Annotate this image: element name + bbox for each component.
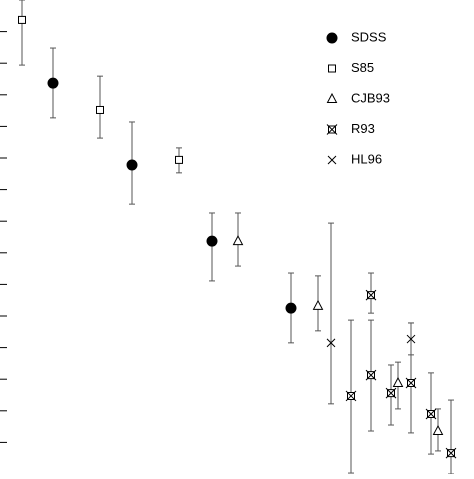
legend-label: HL96 — [351, 151, 382, 166]
point — [47, 77, 59, 89]
point — [126, 159, 138, 171]
point — [385, 387, 397, 399]
point — [175, 155, 183, 164]
legend-label: S85 — [351, 60, 374, 75]
point — [18, 15, 26, 24]
point — [232, 235, 244, 246]
point — [365, 289, 377, 301]
point — [406, 334, 416, 344]
point — [285, 302, 297, 314]
legend-marker — [326, 32, 338, 44]
legend-marker — [326, 92, 338, 103]
point — [326, 338, 336, 348]
point — [405, 377, 417, 389]
point — [445, 447, 457, 459]
legend-label: SDSS — [351, 29, 387, 44]
point — [425, 408, 437, 420]
legend-marker — [327, 155, 337, 165]
point — [365, 369, 377, 381]
point — [432, 424, 444, 436]
point — [96, 105, 104, 114]
legend-marker — [326, 124, 338, 135]
legend-label: CJB93 — [351, 90, 390, 105]
legend-marker — [328, 64, 336, 73]
point — [345, 390, 357, 402]
point — [312, 299, 324, 310]
point — [206, 235, 218, 247]
legend-label: R93 — [351, 121, 375, 136]
point — [392, 376, 404, 387]
